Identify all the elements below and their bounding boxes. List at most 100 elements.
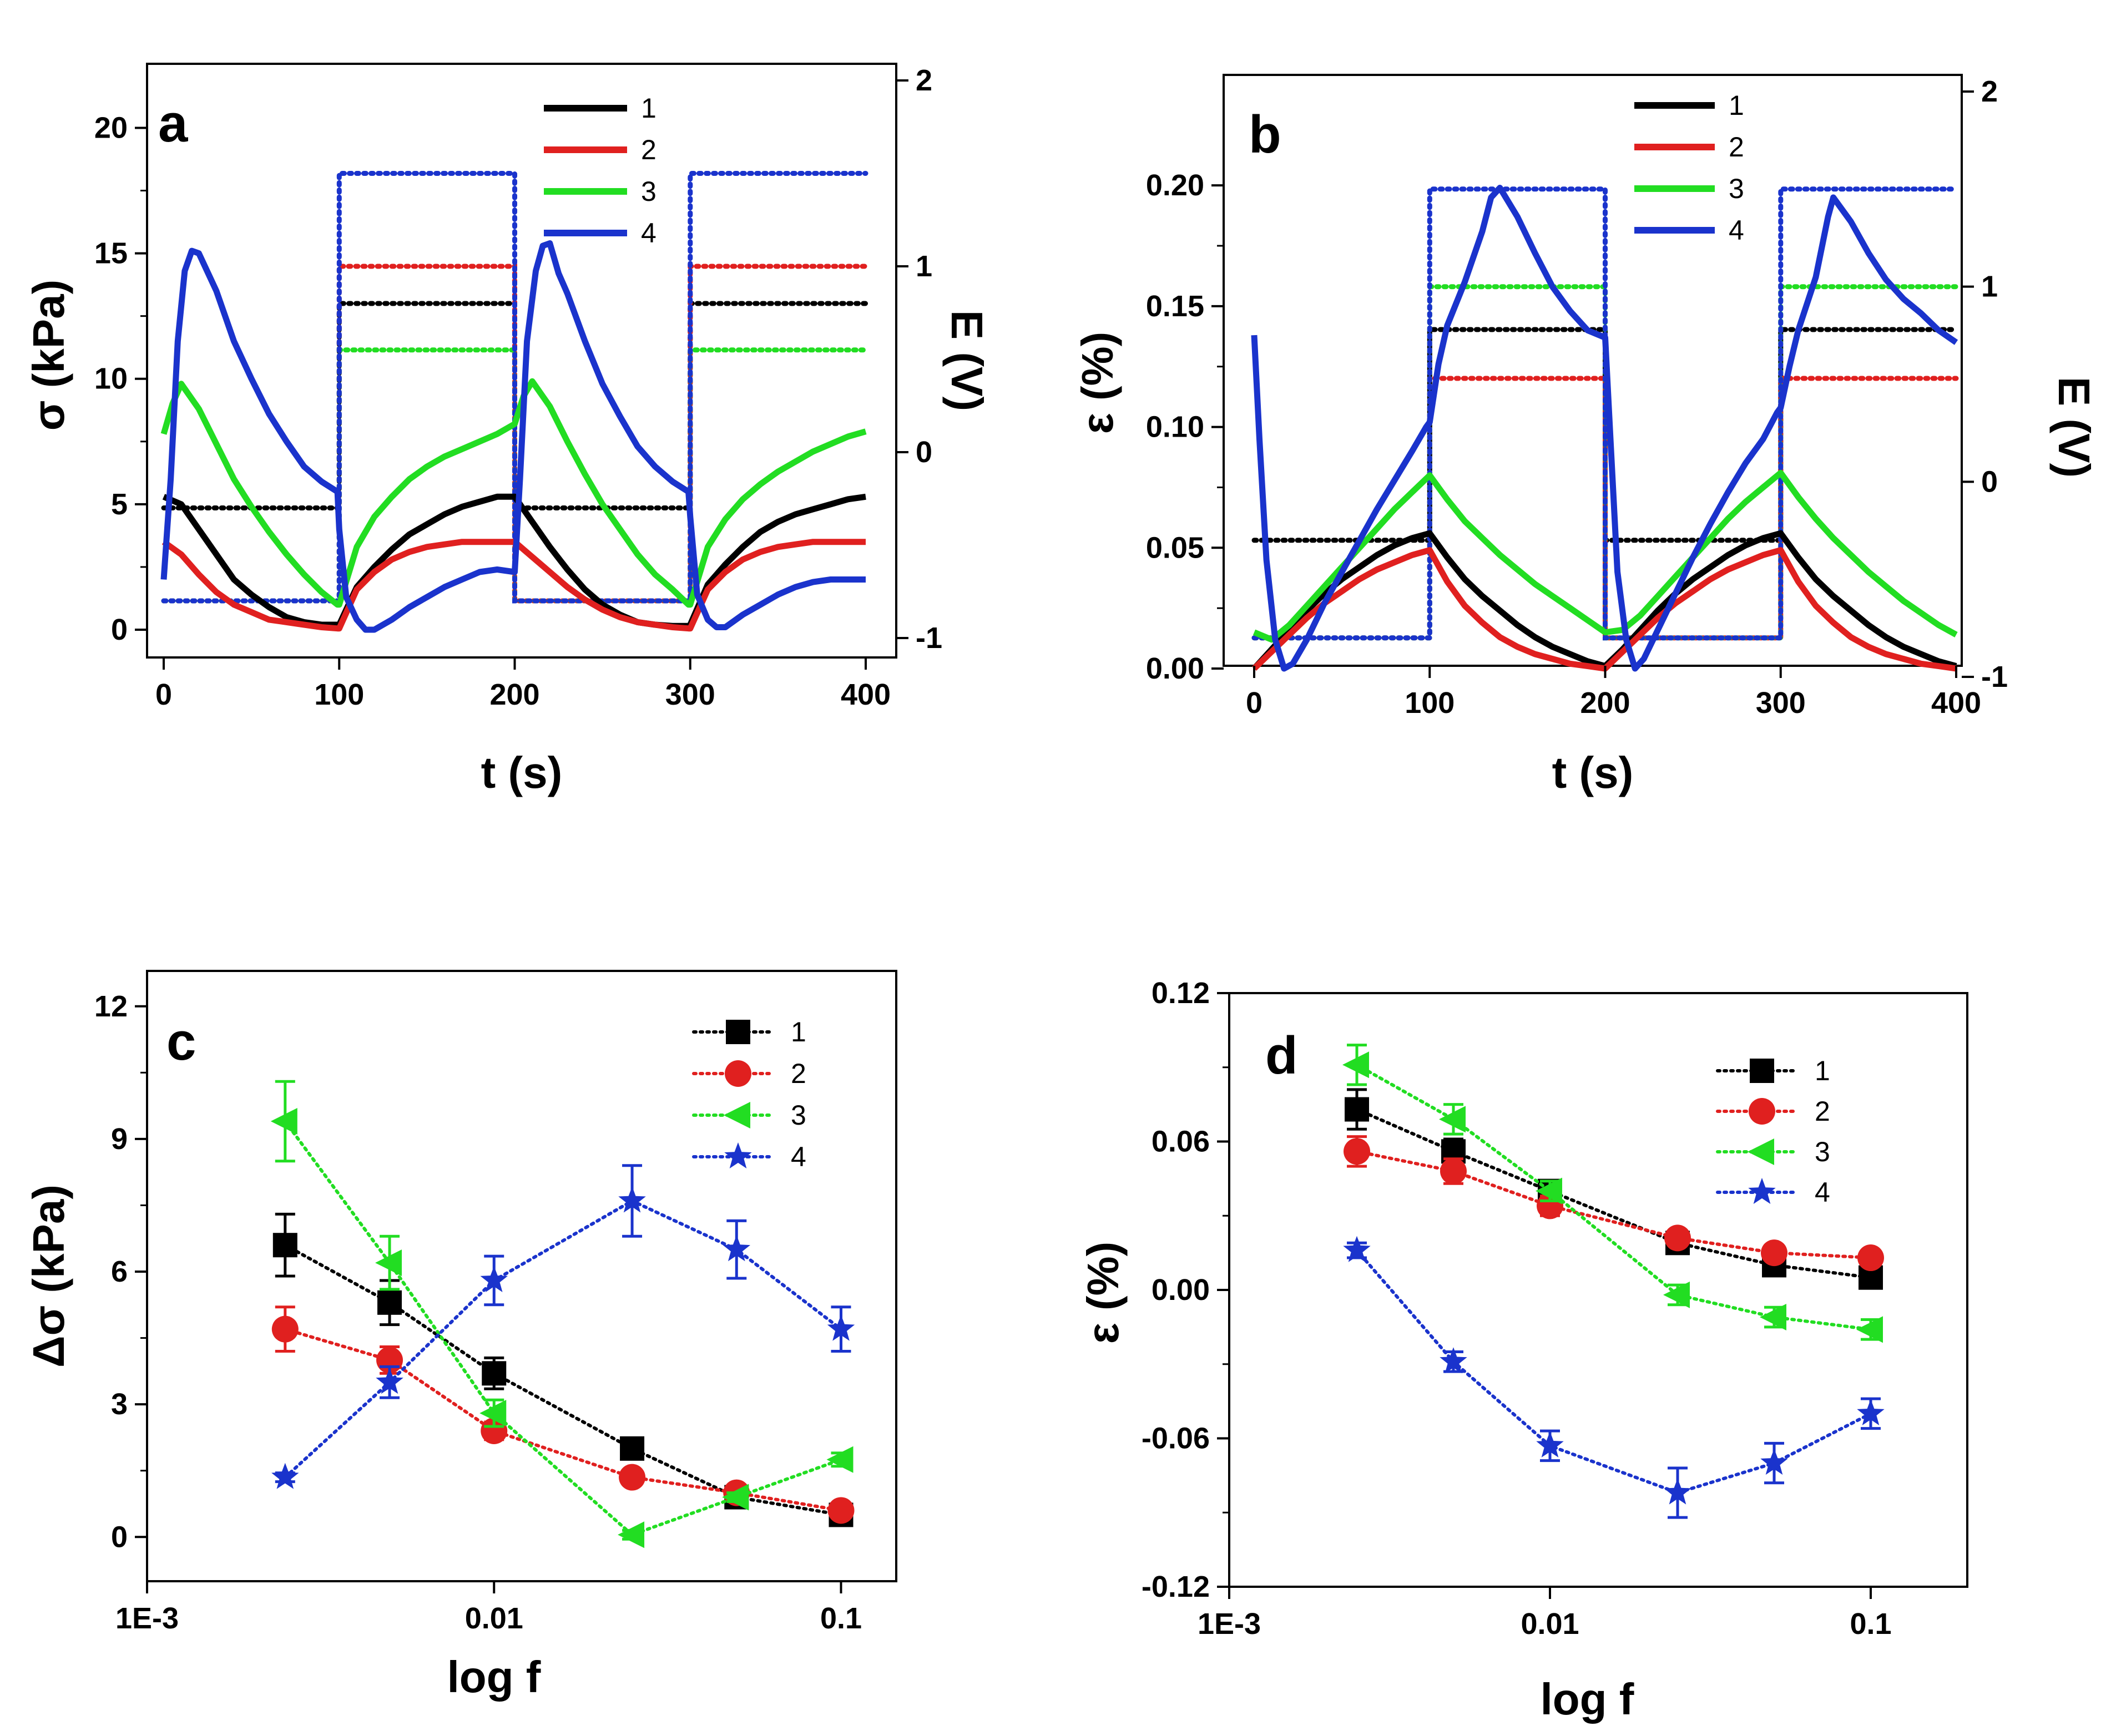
data-point-4 bbox=[1343, 1236, 1371, 1262]
y2-axis-label: E (V) bbox=[942, 310, 992, 411]
y-tick-label: -0.06 bbox=[1142, 1422, 1210, 1455]
y-tick-label: 3 bbox=[111, 1388, 128, 1421]
x-axis-label: log f bbox=[1541, 1674, 1634, 1724]
series-line-1 bbox=[162, 493, 866, 629]
data-point-3 bbox=[1439, 1106, 1466, 1133]
data-point-2 bbox=[271, 1315, 299, 1343]
plot-frame bbox=[146, 63, 897, 659]
y-tick-label: 0.15 bbox=[1146, 290, 1204, 323]
data-point-4 bbox=[827, 1314, 855, 1341]
legend-label-3: 3 bbox=[791, 1100, 806, 1131]
x-tick-label: 0.1 bbox=[1850, 1607, 1891, 1641]
series-line-1 bbox=[1355, 1107, 1872, 1279]
legend-label-4: 4 bbox=[791, 1141, 806, 1172]
y2-axis-label: E (V) bbox=[2049, 377, 2099, 478]
panel-b: 0 100 200 300 400 0.00 0.05 0.10 0.15 0.20 -1 0 1 2 1 2… bbox=[1073, 74, 2099, 797]
legend-label-3: 3 bbox=[641, 176, 656, 207]
panel-label: a bbox=[158, 94, 188, 153]
y-axis-label: σ (kPa) bbox=[24, 280, 73, 431]
y-tick-label: 20 bbox=[94, 111, 128, 144]
y-tick-label: 15 bbox=[94, 237, 128, 270]
y-tick-label: 0.05 bbox=[1146, 531, 1204, 564]
data-point-2 bbox=[1440, 1158, 1467, 1185]
data-point-2 bbox=[1761, 1239, 1788, 1267]
series-line-3 bbox=[160, 378, 867, 608]
series-line-2 bbox=[283, 1327, 843, 1512]
y2-tick-label: 2 bbox=[916, 64, 932, 97]
legend-label-2: 2 bbox=[791, 1058, 806, 1089]
legend-label-1: 1 bbox=[791, 1016, 806, 1047]
data-point-4 bbox=[271, 1462, 299, 1489]
legend-label-3: 3 bbox=[1815, 1136, 1830, 1167]
data-point-3 bbox=[375, 1249, 402, 1277]
data-point-3 bbox=[1856, 1316, 1883, 1343]
x-tick-label: 400 bbox=[841, 678, 891, 711]
data-point-3 bbox=[618, 1521, 645, 1548]
plot-area: 1E-3 0.01 0.1 -0.12 -0.06 0.00 0.06 0.12 1 2 3 4 bbox=[1142, 976, 1892, 1641]
x-tick-label: 1E-3 bbox=[1198, 1607, 1261, 1641]
data-point-4 bbox=[1760, 1449, 1788, 1475]
legend-label-2: 2 bbox=[1815, 1096, 1830, 1127]
x-tick-label: 100 bbox=[1405, 686, 1455, 720]
data-point-4 bbox=[723, 1235, 750, 1262]
y2-tick-label: 1 bbox=[916, 250, 932, 283]
y-tick-label: -0.12 bbox=[1142, 1570, 1210, 1603]
x-tick-label: 200 bbox=[489, 678, 539, 711]
y2-tick-label: 0 bbox=[916, 436, 932, 469]
data-point-3 bbox=[1342, 1051, 1370, 1079]
y-tick-label: 0.00 bbox=[1152, 1273, 1210, 1307]
data-point-4 bbox=[618, 1186, 646, 1213]
legend-label-4: 4 bbox=[1815, 1177, 1830, 1208]
legend-label-1: 1 bbox=[641, 93, 656, 124]
y-tick-label: 0.10 bbox=[1146, 411, 1204, 444]
legend-marker-4 bbox=[724, 1142, 752, 1168]
y2-tick-label: 2 bbox=[1981, 75, 1998, 108]
series-line-2 bbox=[1355, 1150, 1872, 1259]
legend-label-4: 4 bbox=[641, 217, 656, 249]
data-point-2 bbox=[1857, 1244, 1885, 1272]
panel-label: d bbox=[1265, 1026, 1298, 1085]
y-tick-label: 0.12 bbox=[1152, 976, 1210, 1010]
data-point-2 bbox=[1344, 1138, 1371, 1165]
x-tick-label: 200 bbox=[1580, 686, 1630, 720]
legend-marker-3 bbox=[724, 1102, 750, 1128]
y-tick-label: 5 bbox=[111, 488, 128, 521]
y-tick-label: 0.00 bbox=[1146, 652, 1204, 685]
data-point-1 bbox=[620, 1436, 645, 1461]
series-line-4 bbox=[1251, 185, 1958, 672]
legend-marker-1 bbox=[1750, 1059, 1774, 1083]
data-point-3 bbox=[270, 1108, 297, 1135]
y2-tick-label: 1 bbox=[1981, 270, 1998, 303]
x-tick-label: 1E-3 bbox=[115, 1602, 179, 1635]
series-line-4 bbox=[160, 240, 866, 633]
panel-a: 0 100 200 300 400 0 5 10 15 20 -1 0 1 2 1 2 3 4 a t (s) σ… bbox=[24, 63, 992, 797]
series-line-4 bbox=[1355, 1248, 1872, 1495]
plot-frame bbox=[146, 970, 897, 1582]
data-point-3 bbox=[1760, 1304, 1787, 1331]
voltage-series-4 bbox=[1251, 186, 1959, 641]
data-point-2 bbox=[481, 1417, 508, 1444]
data-point-1 bbox=[377, 1290, 402, 1315]
y2-tick-label: -1 bbox=[916, 621, 942, 655]
y-axis-label: ε (%) bbox=[1078, 1242, 1128, 1344]
x-tick-label: 0.01 bbox=[465, 1602, 523, 1635]
legend-label-1: 1 bbox=[1815, 1055, 1830, 1086]
x-tick-label: 100 bbox=[314, 678, 364, 711]
data-point-4 bbox=[480, 1266, 508, 1292]
x-axis-label: t (s) bbox=[481, 748, 563, 797]
data-point-4 bbox=[376, 1368, 403, 1394]
plot-area: 0 100 200 300 400 0.00 0.05 0.10 0.15 0.20 -1 0 1 2 1 2… bbox=[1146, 75, 2008, 720]
series-line-3 bbox=[283, 1120, 843, 1537]
y-tick-label: 0 bbox=[111, 1520, 128, 1553]
x-axis-label: log f bbox=[447, 1652, 541, 1702]
data-point-4 bbox=[1857, 1399, 1885, 1425]
y-tick-label: 0.06 bbox=[1152, 1125, 1210, 1158]
plot-area: 0 100 200 300 400 0 5 10 15 20 -1 0 1 2 1 2 3 4 bbox=[94, 64, 942, 711]
x-tick-label: 0 bbox=[1246, 686, 1262, 720]
series-line-3 bbox=[1355, 1063, 1872, 1332]
y-tick-label: 0.20 bbox=[1146, 169, 1204, 202]
